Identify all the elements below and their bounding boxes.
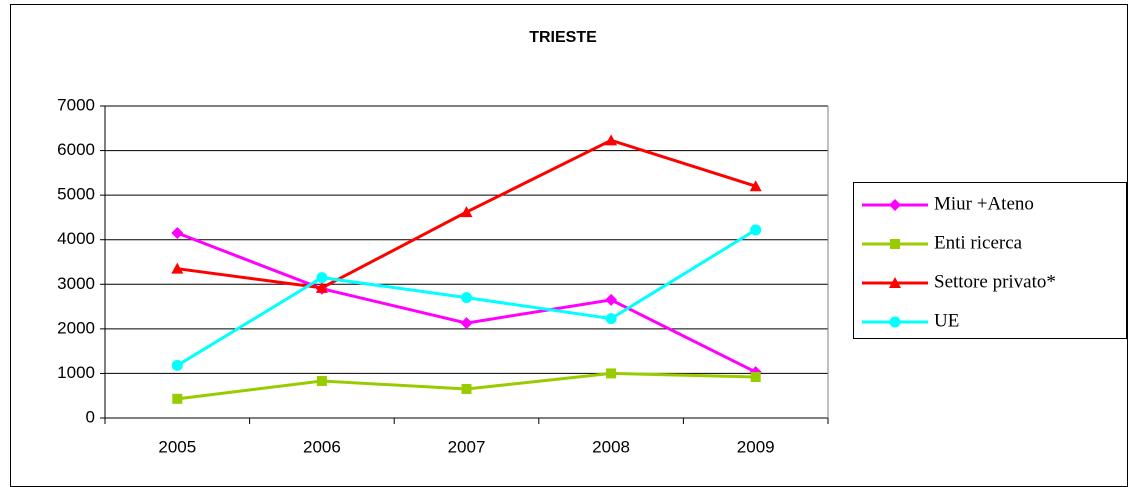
y-tick-label: 4000 <box>57 229 95 248</box>
data-point <box>171 262 184 274</box>
data-point <box>605 293 618 306</box>
legend-marker <box>889 199 901 211</box>
legend-marker <box>889 316 901 328</box>
data-point <box>750 224 762 236</box>
legend-box <box>853 182 1127 339</box>
data-point <box>171 359 183 371</box>
data-point <box>461 384 472 395</box>
legend-marker <box>889 277 901 288</box>
x-tick-label: 2007 <box>448 437 486 456</box>
data-point <box>315 281 328 293</box>
data-point <box>316 272 328 284</box>
x-tick-label: 2005 <box>158 437 196 456</box>
data-point <box>605 313 617 325</box>
y-tick-label: 5000 <box>57 185 95 204</box>
legend-label: UE <box>934 310 959 331</box>
legend-label: Settore privato* <box>934 271 1056 292</box>
x-tick-label: 2008 <box>592 437 630 456</box>
legend-label: Enti ricerca <box>934 232 1023 253</box>
data-point <box>316 376 327 387</box>
y-tick-label: 2000 <box>57 318 95 337</box>
x-tick-label: 2006 <box>303 437 341 456</box>
data-point <box>606 368 617 379</box>
legend-marker <box>890 239 900 249</box>
data-point <box>461 292 472 304</box>
chart-title: TRIESTE <box>529 29 597 46</box>
data-point <box>460 206 473 218</box>
data-point <box>171 227 184 240</box>
data-point <box>460 317 473 330</box>
y-tick-label: 1000 <box>57 363 95 382</box>
y-tick-label: 3000 <box>57 274 95 293</box>
data-point <box>605 134 618 146</box>
legend-label: Miur +Ateno <box>934 193 1034 214</box>
data-point <box>172 393 183 404</box>
x-tick-label: 2009 <box>737 437 775 456</box>
y-tick-label: 7000 <box>57 95 95 114</box>
data-point <box>749 180 762 192</box>
y-tick-label: 0 <box>86 407 95 426</box>
y-tick-label: 6000 <box>57 140 95 159</box>
data-point <box>750 371 761 382</box>
